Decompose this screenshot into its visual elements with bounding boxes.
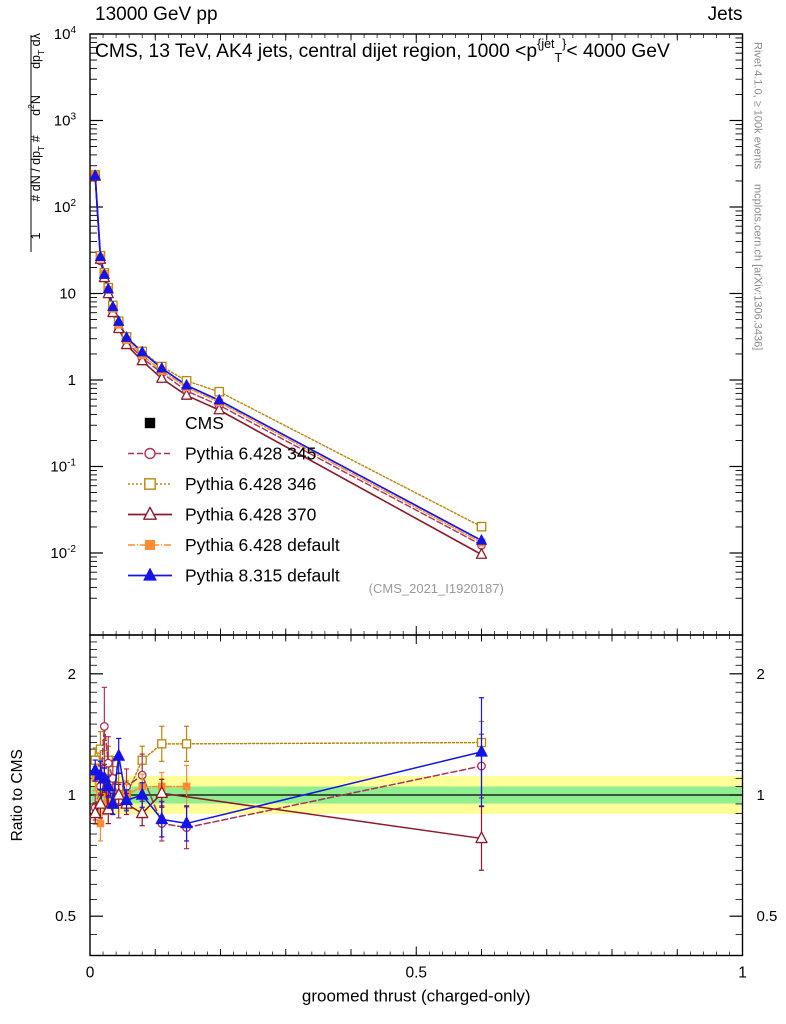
svg-text:Pythia 6.428 345: Pythia 6.428 345 bbox=[185, 444, 316, 464]
svg-text:CMS, 13 TeV, AK4 jets, central: CMS, 13 TeV, AK4 jets, central dijet reg… bbox=[95, 37, 670, 65]
svg-text:2: 2 bbox=[757, 666, 765, 683]
svg-text:Pythia 8.315 default: Pythia 8.315 default bbox=[185, 566, 340, 586]
svg-text:0.5: 0.5 bbox=[757, 908, 778, 925]
svg-text:2: 2 bbox=[68, 666, 76, 683]
svg-text:Pythia 6.428 346: Pythia 6.428 346 bbox=[185, 474, 316, 494]
svg-text:groomed thrust (charged-only): groomed thrust (charged-only) bbox=[302, 987, 531, 1006]
svg-text:(CMS_2021_I1920187): (CMS_2021_I1920187) bbox=[369, 581, 504, 596]
svg-text:1: 1 bbox=[68, 787, 76, 804]
svg-text:Pythia 6.428 default: Pythia 6.428 default bbox=[185, 535, 340, 555]
svg-text:0.5: 0.5 bbox=[405, 965, 427, 982]
svg-text:1: 1 bbox=[68, 372, 76, 389]
svg-text:0.5: 0.5 bbox=[55, 908, 76, 925]
svg-text:CMS: CMS bbox=[185, 413, 224, 433]
svg-text:0: 0 bbox=[86, 965, 95, 982]
svg-text:mcplots.cern.ch [arXiv:1306.34: mcplots.cern.ch [arXiv:1306.3436] bbox=[752, 184, 764, 350]
svg-text:10: 10 bbox=[59, 286, 76, 303]
svg-text:1: 1 bbox=[738, 965, 747, 982]
svg-text:Pythia 6.428 370: Pythia 6.428 370 bbox=[185, 505, 317, 525]
svg-text:13000 GeV pp: 13000 GeV pp bbox=[95, 4, 218, 25]
svg-text:Jets: Jets bbox=[708, 4, 743, 25]
svg-text:Rivet 4.1.0, ≥ 100k events: Rivet 4.1.0, ≥ 100k events bbox=[752, 42, 764, 170]
svg-text:1: 1 bbox=[757, 787, 765, 804]
svg-text:Ratio to CMS: Ratio to CMS bbox=[9, 749, 26, 841]
